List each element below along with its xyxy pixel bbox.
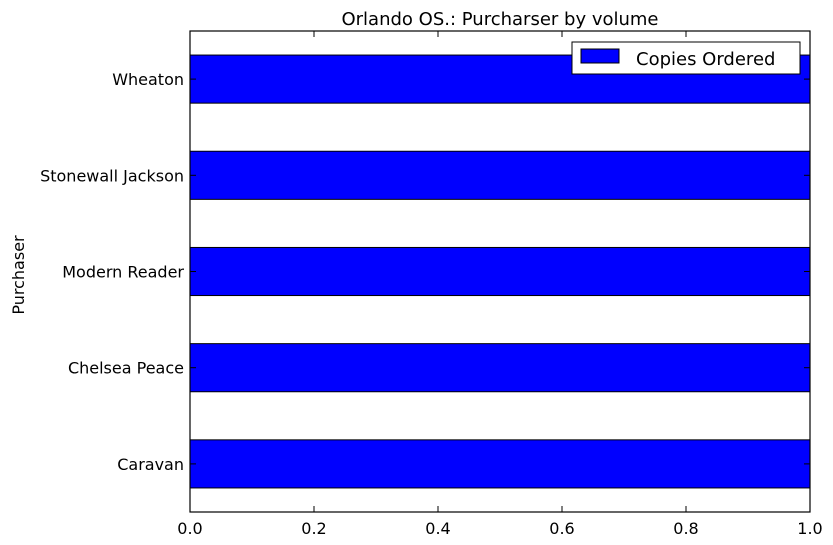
legend-swatch bbox=[580, 48, 620, 64]
y-tick-label: Chelsea Peace bbox=[68, 359, 184, 378]
bar-modern-reader bbox=[189, 246, 811, 297]
x-tick-label: 0.0 bbox=[177, 519, 202, 538]
chart-title: Orlando OS.: Purcharser by volume bbox=[341, 9, 658, 30]
y-tick-label: Modern Reader bbox=[62, 263, 184, 282]
legend-label: Copies Ordered bbox=[636, 49, 775, 70]
bars-group bbox=[189, 54, 811, 489]
x-ticks-group: 0.0 0.2 0.4 0.6 0.8 1.0 bbox=[177, 31, 823, 538]
x-tick-label: 0.2 bbox=[301, 519, 326, 538]
y-tick-label: Stonewall Jackson bbox=[40, 166, 184, 185]
x-tick-label: 0.6 bbox=[549, 519, 574, 538]
x-tick-label: 1.0 bbox=[797, 519, 822, 538]
y-ticks-group: Caravan Chelsea Peace Modern Reader Stonewa… bbox=[40, 70, 810, 474]
bar-chelsea-peace bbox=[189, 343, 811, 393]
bar-stonewall-jackson bbox=[189, 150, 811, 200]
bar-caravan bbox=[189, 439, 811, 489]
legend: Copies Ordered bbox=[571, 41, 801, 75]
x-tick-label: 0.8 bbox=[673, 519, 698, 538]
plot-frame bbox=[189, 30, 811, 513]
y-tick-label: Caravan bbox=[117, 455, 184, 474]
x-tick-label: 0.4 bbox=[425, 519, 450, 538]
y-axis-label: Purchaser bbox=[9, 235, 28, 315]
y-tick-label: Wheaton bbox=[112, 70, 184, 89]
